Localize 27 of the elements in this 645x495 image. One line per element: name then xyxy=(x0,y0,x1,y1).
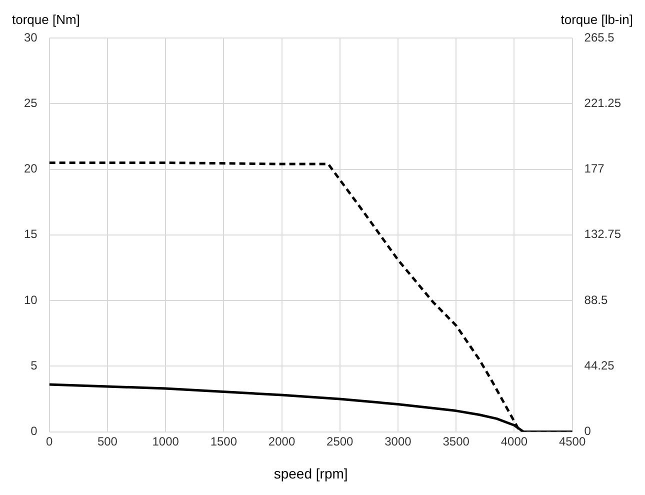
y2-tick-label: 132.75 xyxy=(584,227,622,242)
y-axis-title: torque [Nm] xyxy=(12,12,80,28)
x-tick-label: 1000 xyxy=(152,434,180,448)
x-tick-label: 1500 xyxy=(210,434,238,448)
x-tick-label: 4000 xyxy=(500,434,528,448)
y2-tick-label: 44.25 xyxy=(584,358,615,372)
y2-tick-label: 177 xyxy=(584,162,605,176)
y2-tick-label: 265.5 xyxy=(584,30,615,44)
x-tick-label: 2000 xyxy=(268,434,296,448)
y-tick-label: 25 xyxy=(24,96,38,110)
y-tick-label: 5 xyxy=(30,358,38,372)
y-tick-label: 20 xyxy=(24,162,38,176)
y2-tick-label: 88.5 xyxy=(584,292,608,307)
y2-tick-label: 221.25 xyxy=(584,96,622,110)
x-tick-label: 0 xyxy=(46,434,54,448)
y-tick-label: 30 xyxy=(24,30,38,44)
x-axis-title: speed [rpm] xyxy=(274,465,348,482)
y2-axis-title: torque [lb-in] xyxy=(560,12,633,28)
y-tick-label: 0 xyxy=(30,424,38,438)
y-tick-label: 15 xyxy=(24,227,38,242)
y-tick-label: 10 xyxy=(24,292,38,307)
y2-tick-label: 0 xyxy=(584,424,592,438)
x-tick-label: 3000 xyxy=(384,434,412,448)
x-tick-label: 2500 xyxy=(326,434,354,448)
x-tick-label: 500 xyxy=(97,434,118,448)
x-tick-label: 3500 xyxy=(442,434,470,448)
x-tick-label: 4500 xyxy=(558,434,586,448)
